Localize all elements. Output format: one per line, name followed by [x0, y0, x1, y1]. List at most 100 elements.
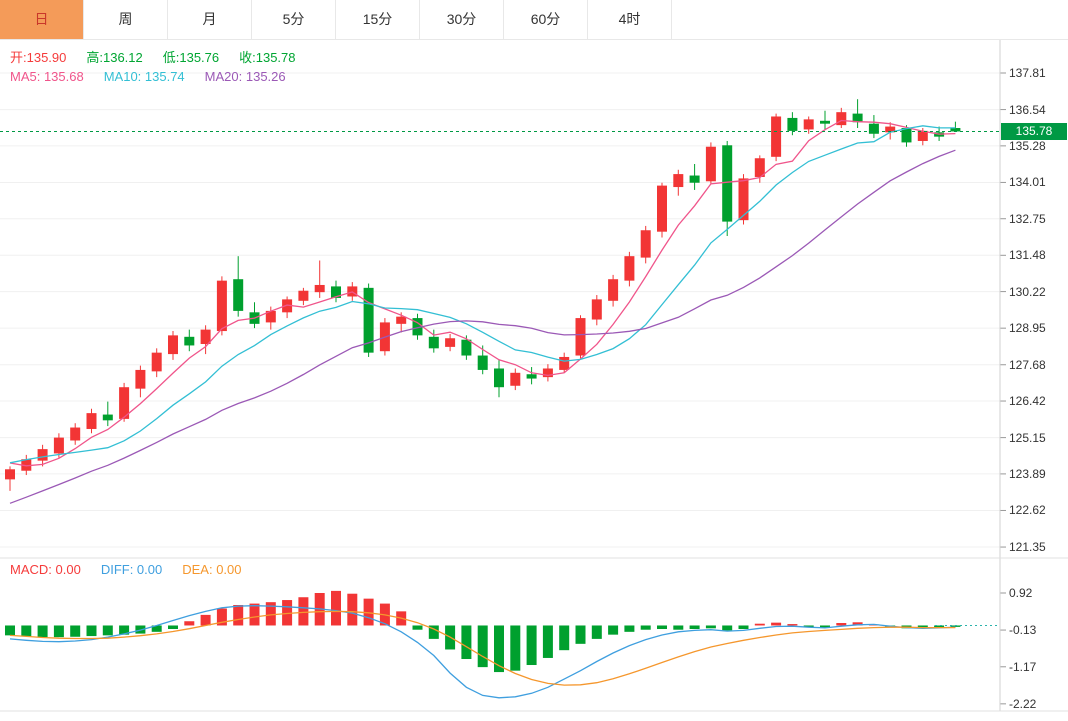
price-tick-label: 127.68	[1009, 357, 1046, 372]
macd-bar	[461, 625, 472, 660]
macd-bar	[233, 605, 244, 626]
candle-body	[787, 117, 798, 131]
macd-bar	[754, 623, 765, 626]
tab-30分[interactable]: 30分	[420, 0, 504, 39]
candle-body	[102, 414, 113, 421]
price-tick-label: 125.15	[1009, 430, 1046, 445]
candle-body	[608, 279, 619, 301]
macd-bar	[184, 621, 195, 626]
candle-body	[803, 119, 814, 130]
candle-body	[168, 335, 178, 355]
macd-bar	[37, 625, 48, 638]
macd-bar	[934, 625, 945, 628]
ohlc-legend-item: 低:135.76	[162, 50, 220, 65]
candle-body	[331, 286, 341, 298]
ma-legend-item: MA10: 135.74	[103, 69, 185, 84]
candle-body	[738, 178, 749, 221]
macd-bar	[168, 625, 178, 630]
macd-bar	[265, 602, 276, 626]
price-tick-label: 121.35	[1009, 540, 1046, 555]
candle-body	[428, 336, 439, 349]
macd-bar	[331, 590, 341, 626]
price-tick-label: 128.95	[1009, 321, 1046, 336]
ohlc-legend-item: 高:136.12	[86, 50, 143, 65]
ma10-line	[9, 125, 956, 464]
tab-周[interactable]: 周	[84, 0, 168, 39]
ma-legend-item: MA20: 135.26	[204, 69, 286, 84]
macd-bar	[591, 625, 602, 639]
macd-bar	[412, 625, 423, 630]
macd-bar	[836, 623, 847, 626]
tab-60分[interactable]: 60分	[504, 0, 588, 39]
candle-body	[705, 146, 716, 182]
price-tick-label: 137.81	[1009, 66, 1046, 80]
candle-body	[5, 469, 15, 480]
price-tick-label: 135.28	[1009, 138, 1046, 153]
macd-tick-label: 0.92	[1009, 586, 1033, 600]
candle-body	[135, 369, 146, 389]
candle-body	[950, 128, 961, 132]
candle-body	[298, 290, 309, 301]
candle-body	[233, 279, 244, 311]
macd-bar	[624, 625, 635, 632]
diff-line	[9, 605, 956, 699]
candle-body	[852, 113, 863, 123]
tab-15分[interactable]: 15分	[336, 0, 420, 39]
candle-body	[722, 145, 733, 222]
macd-bar	[542, 625, 553, 658]
candle-body	[526, 374, 537, 379]
price-tick-label: 132.75	[1009, 211, 1046, 226]
candle-body	[820, 120, 830, 124]
ma-legend: MA5: 135.68 MA10: 135.74 MA20: 135.26	[10, 69, 306, 84]
macd-bar	[689, 625, 700, 630]
candle-body	[21, 459, 32, 471]
candle-body	[771, 116, 782, 157]
candle-body	[119, 387, 130, 419]
macd-bar	[119, 625, 130, 635]
tab-5分[interactable]: 5分	[252, 0, 336, 39]
macd-bar	[70, 625, 81, 637]
ma20-line	[9, 149, 956, 504]
macd-bar	[575, 625, 586, 644]
macd-bar	[21, 625, 32, 637]
candle-body	[37, 449, 48, 461]
macd-bar	[917, 625, 928, 628]
macd-bar	[494, 625, 504, 673]
ohlc-legend-item: 收:135.78	[239, 50, 296, 65]
ohlc-legend: 开:135.90 高:136.12 低:135.76 收:135.78	[10, 47, 316, 66]
macd-tick-label: -1.17	[1009, 659, 1037, 674]
macd-tick-label: -0.13	[1009, 623, 1037, 638]
price-tick-label: 126.42	[1009, 394, 1046, 409]
macd-bar	[86, 625, 97, 637]
macd-bar	[657, 625, 667, 630]
candle-body	[282, 299, 293, 313]
macd-bar	[673, 625, 684, 630]
macd-bar	[738, 625, 749, 630]
candle-body	[673, 174, 684, 188]
macd-bar	[820, 625, 830, 628]
macd-bar	[705, 625, 716, 629]
macd-legend-item: DEA: 0.00	[182, 562, 242, 577]
last-price-badge: 135.78	[1001, 123, 1067, 140]
macd-bar	[5, 625, 15, 636]
candle-body	[885, 126, 896, 133]
candle-body	[363, 287, 374, 353]
candle-body	[314, 284, 325, 293]
price-tick-label: 122.62	[1009, 503, 1046, 518]
macd-bar	[950, 625, 961, 627]
price-tick-label: 136.54	[1009, 102, 1046, 117]
candle-body	[542, 368, 553, 378]
candle-body	[445, 338, 456, 347]
tab-月[interactable]: 月	[168, 0, 252, 39]
tab-4时[interactable]: 4时	[588, 0, 672, 39]
tab-日[interactable]: 日	[0, 0, 84, 39]
candle-body	[575, 318, 586, 356]
macd-bar	[787, 624, 798, 626]
candle-body	[216, 280, 227, 332]
candle-body	[396, 316, 407, 324]
candle-body	[494, 368, 504, 388]
candle-body	[689, 175, 700, 183]
macd-bar	[363, 598, 374, 626]
